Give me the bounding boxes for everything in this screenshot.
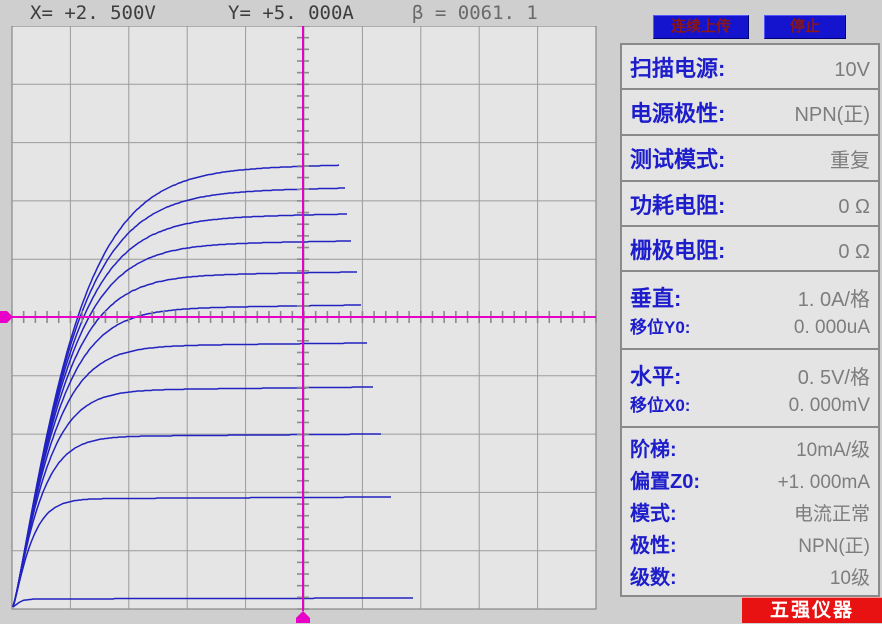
characteristic-curve-step-8 bbox=[12, 213, 347, 608]
horizontal-scale-label: 水平: bbox=[630, 364, 682, 389]
step-size-label: 阶梯: bbox=[630, 439, 677, 462]
setting-value: NPN(正) bbox=[794, 104, 870, 126]
bias-z0-label: 偏置Z0: bbox=[630, 471, 700, 494]
step-mode-value: 电流正常 bbox=[793, 503, 870, 525]
step-polarity-value: NPN(正) bbox=[798, 535, 870, 557]
vertical-scale-label: 垂直: bbox=[630, 286, 682, 311]
characteristic-curve-step-3 bbox=[12, 386, 373, 608]
setting-label: 测试模式: bbox=[630, 147, 726, 172]
horizontal-scale-value: 0. 5V/格 bbox=[797, 367, 870, 389]
cursor-y-readout: Y= +5. 000A bbox=[228, 2, 354, 24]
shift-y0-label: 移位Y0: bbox=[630, 318, 691, 337]
setting-group-horizontal[interactable]: 水平: 0. 5V/格 移位X0: 0. 000mV bbox=[620, 348, 880, 428]
vertical-scale-value: 1. 0A/格 bbox=[797, 289, 870, 311]
y-position-marker[interactable] bbox=[0, 311, 13, 323]
step-count-value: 10级 bbox=[829, 567, 870, 589]
shift-x0-value: 0. 000mV bbox=[788, 395, 870, 416]
stop-button[interactable]: 停止 bbox=[764, 15, 846, 39]
setting-value: 重复 bbox=[830, 150, 870, 172]
setting-label: 栅极电阻: bbox=[630, 237, 726, 263]
step-count-label: 级数: bbox=[630, 566, 677, 589]
setting-label: 功耗电阻: bbox=[630, 192, 726, 218]
step-mode-label: 模式: bbox=[630, 502, 677, 525]
setting-group-vertical[interactable]: 垂直: 1. 0A/格 移位Y0: 0. 000uA bbox=[620, 270, 880, 350]
continuous-upload-button[interactable]: 连续上传 bbox=[653, 15, 749, 39]
setting-row-scan-supply[interactable]: 扫描电源: 10V bbox=[620, 43, 880, 90]
characteristic-curve-step-10 bbox=[12, 164, 340, 608]
brand-badge: 五强仪器 bbox=[742, 597, 882, 623]
characteristic-curve-step-7 bbox=[12, 240, 351, 608]
setting-row-power-resistor[interactable]: 功耗电阻: 0 Ω bbox=[620, 180, 880, 227]
x-position-marker[interactable] bbox=[296, 611, 310, 623]
shift-y0-value: 0. 000uA bbox=[793, 317, 870, 338]
step-size-value: 10mA/级 bbox=[796, 440, 870, 462]
characteristic-curve-step-9 bbox=[12, 187, 345, 608]
setting-value: 10V bbox=[834, 58, 870, 81]
setting-group-step[interactable]: 阶梯: 10mA/级 偏置Z0: +1. 000mA 模式: 电流正常 极性: … bbox=[620, 426, 880, 597]
setting-value: 0 Ω bbox=[838, 240, 870, 263]
setting-value: 0 Ω bbox=[838, 195, 870, 218]
cursor-x-readout: X= +2. 500V bbox=[30, 2, 156, 24]
beta-readout: β = 0061. 1 bbox=[412, 2, 538, 24]
oscilloscope-canvas[interactable] bbox=[0, 26, 612, 623]
characteristic-curve-step-1 bbox=[12, 496, 391, 608]
step-polarity-label: 极性: bbox=[630, 534, 677, 557]
shift-x0-label: 移位X0: bbox=[630, 396, 691, 415]
characteristic-curve-step-4 bbox=[12, 342, 367, 608]
setting-row-gate-resistor[interactable]: 栅极电阻: 0 Ω bbox=[620, 225, 880, 272]
characteristic-curve-step-2 bbox=[12, 433, 381, 608]
bias-z0-value: +1. 000mA bbox=[777, 472, 870, 494]
setting-label: 扫描电源: bbox=[630, 55, 726, 81]
setting-row-test-mode[interactable]: 测试模式: 重复 bbox=[620, 134, 880, 182]
setting-label: 电源极性: bbox=[630, 101, 726, 126]
characteristic-curve-step-6 bbox=[12, 271, 357, 608]
setting-row-supply-polarity[interactable]: 电源极性: NPN(正) bbox=[620, 88, 880, 136]
characteristic-curve-step-0 bbox=[12, 597, 413, 608]
